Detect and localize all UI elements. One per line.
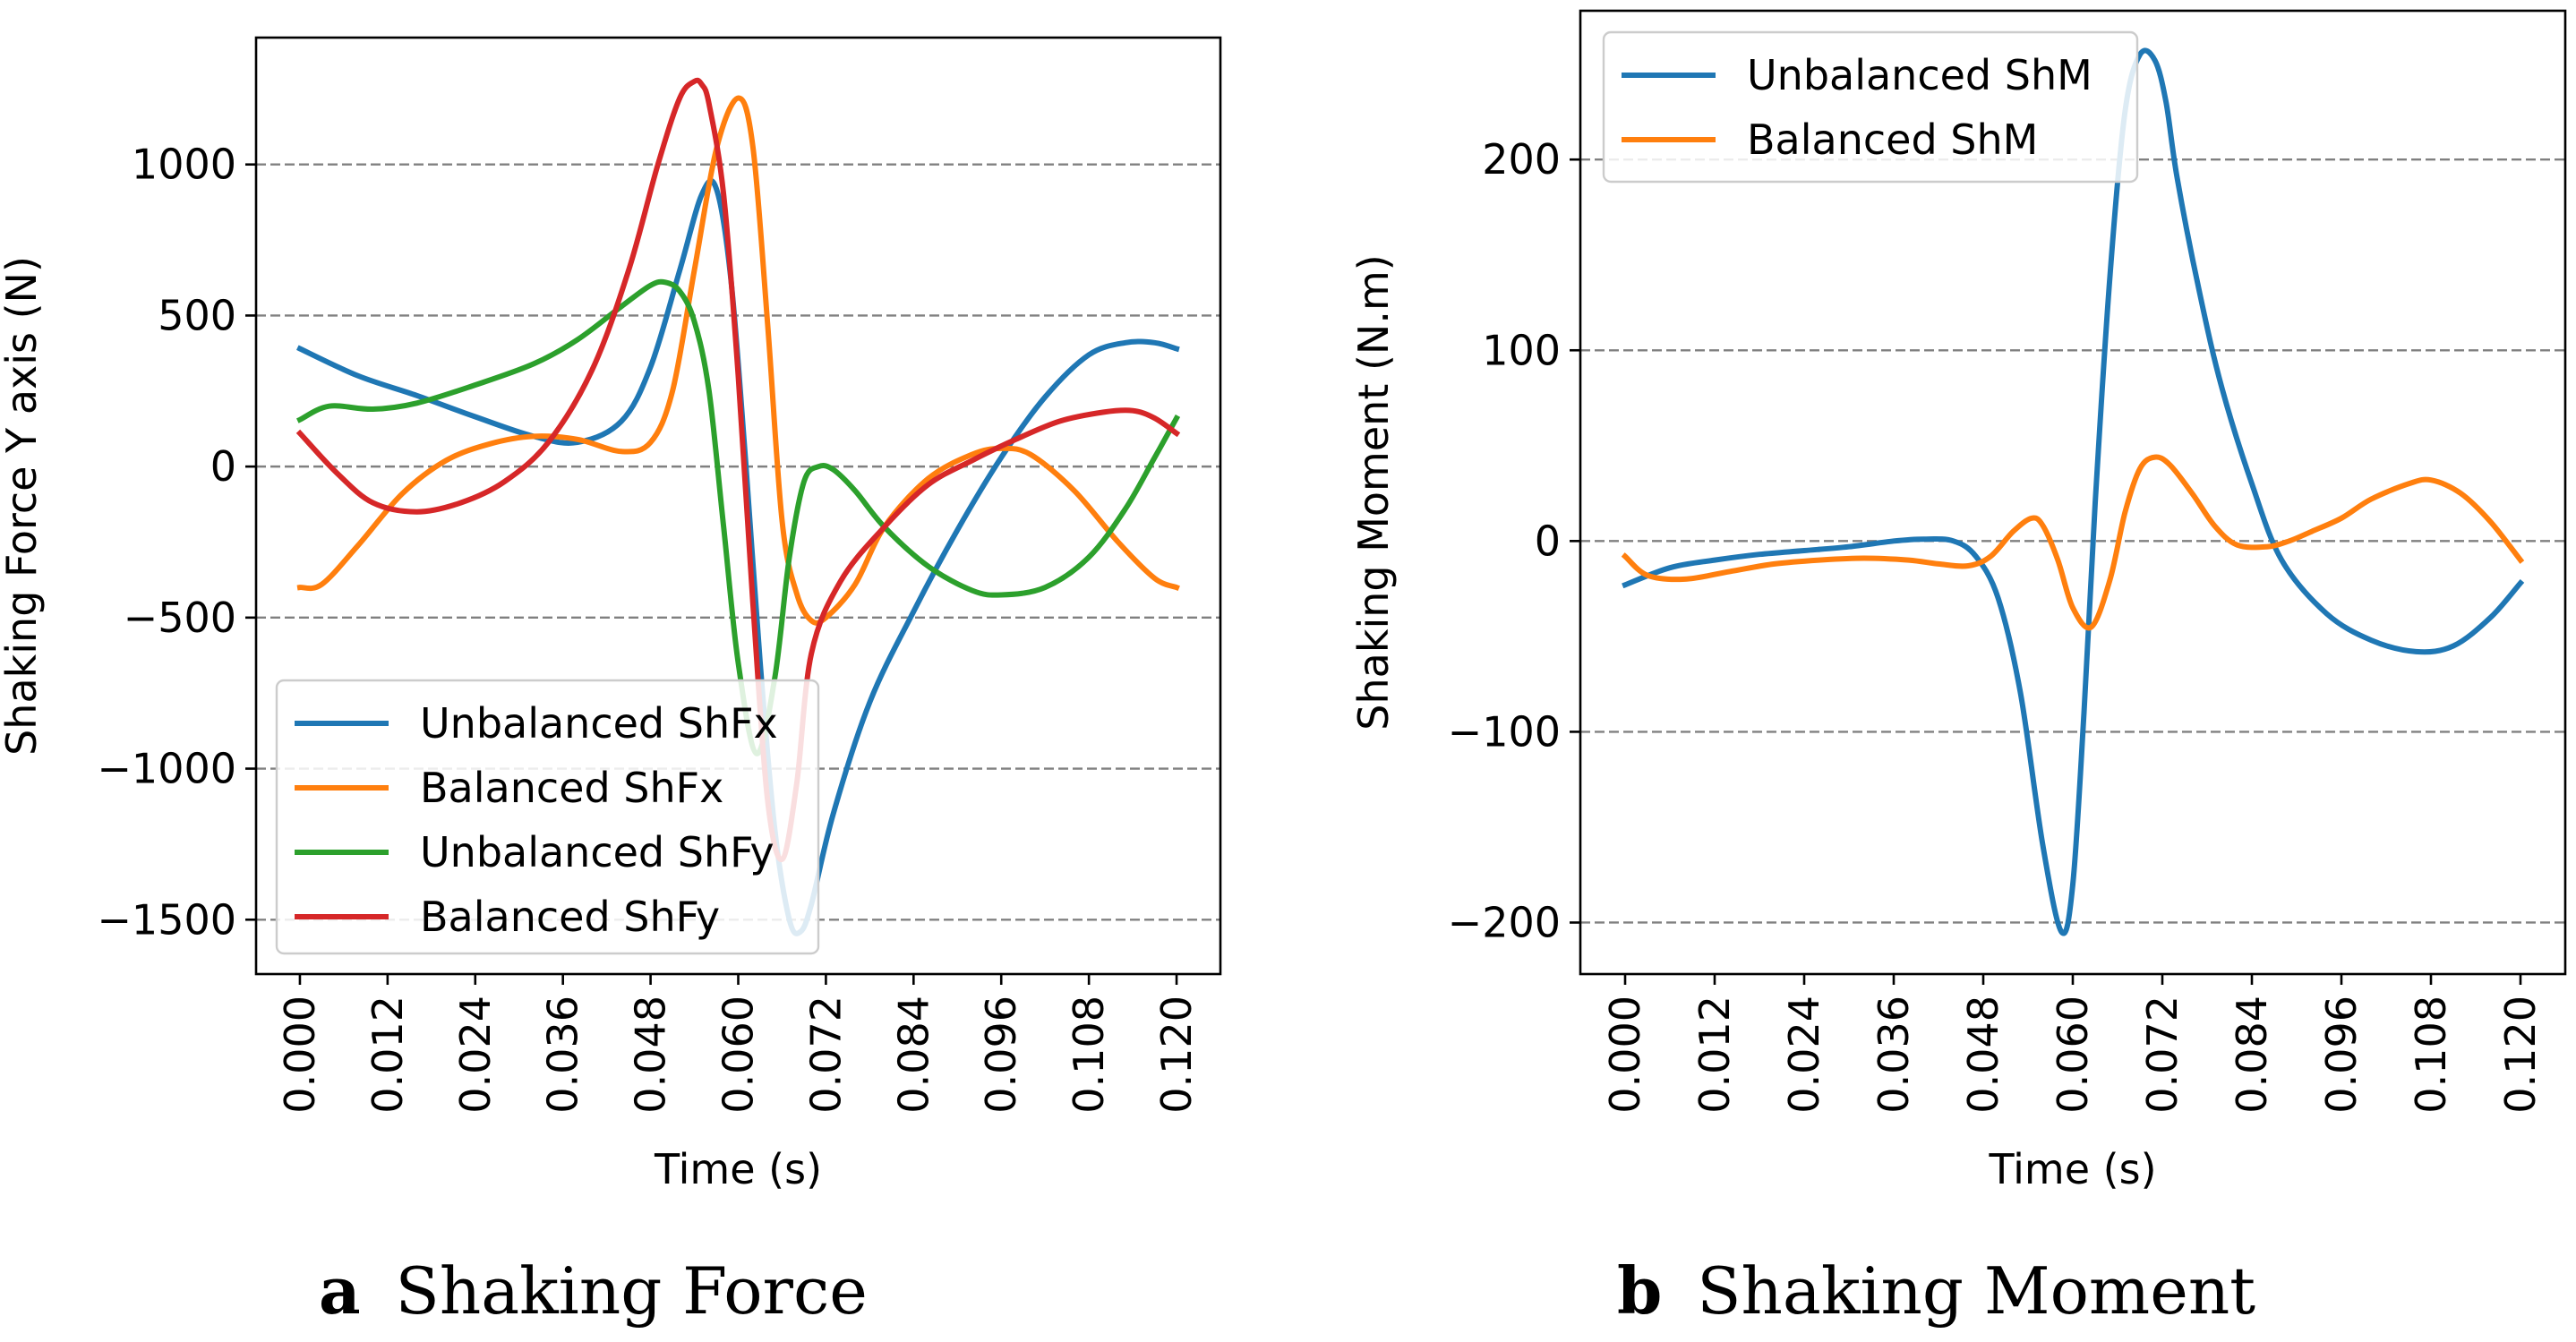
y-tick-label: −100 xyxy=(1448,707,1561,756)
x-tick-label: 0.072 xyxy=(801,996,850,1114)
y-axis-label: Shaking Moment (N.m) xyxy=(1349,254,1398,730)
x-tick-label: 0.012 xyxy=(1690,996,1739,1114)
x-tick-label: 0.048 xyxy=(1959,996,2007,1114)
shaking-force-chart: −1500 −1000 −500 0 500 1000 0.000 0.012 0.024 0.0… xyxy=(0,36,1222,1193)
y-tick-label: 1000 xyxy=(132,141,236,189)
x-tick-label: 0.012 xyxy=(364,996,412,1114)
x-axis-label: Time (s) xyxy=(1988,1145,2156,1193)
x-tick-label: 0.120 xyxy=(1152,996,1201,1114)
x-tick-label: 0.084 xyxy=(889,996,937,1114)
y-tick-label: 500 xyxy=(158,291,236,339)
caption-a-text: Shaking Force xyxy=(396,1253,868,1329)
x-tick-label: 0.036 xyxy=(539,996,587,1114)
x-tick-label: 0.024 xyxy=(451,996,500,1114)
y-tick-label: 200 xyxy=(1482,135,1561,184)
legend-label: Balanced ShM xyxy=(1747,115,2038,164)
y-tick-label: −200 xyxy=(1448,898,1561,946)
y-tick-label: −1500 xyxy=(97,895,236,944)
caption-b-text: Shaking Moment xyxy=(1697,1253,2255,1329)
x-tick-label: 0.120 xyxy=(2496,996,2545,1114)
x-tick-label: 0.060 xyxy=(715,996,763,1114)
x-axis-label: Time (s) xyxy=(654,1145,822,1193)
x-tick-label: 0.060 xyxy=(2049,996,2097,1114)
x-tick-label: 0.084 xyxy=(2228,996,2276,1114)
legend-label: Balanced ShFx xyxy=(420,764,723,812)
x-tick-label: 0.036 xyxy=(1870,996,1918,1114)
y-tick-label: 0 xyxy=(1535,517,1561,565)
legend-label: Unbalanced ShFy xyxy=(420,828,775,876)
legend: Unbalanced ShM Balanced ShM xyxy=(1602,30,2139,184)
shaking-moment-chart: −200 −100 0 100 200 0.000 0.012 0.024 0.036 0.048… xyxy=(1349,9,2567,1193)
caption-a-letter: a xyxy=(319,1252,361,1329)
y-tick-label: −500 xyxy=(124,594,236,642)
x-tick-label: 0.024 xyxy=(1780,996,1828,1114)
x-tick-label: 0.096 xyxy=(2317,996,2366,1114)
y-tick-label: 0 xyxy=(210,442,236,491)
x-tick-label: 0.048 xyxy=(627,996,675,1114)
legend-label: Unbalanced ShFx xyxy=(420,699,778,748)
y-tick-label: 100 xyxy=(1482,326,1561,374)
caption-a: a Shaking Force xyxy=(319,1252,868,1329)
legend: Unbalanced ShFx Balanced ShFx Unbalanced S… xyxy=(275,679,820,955)
x-tick-label: 0.108 xyxy=(2407,996,2455,1114)
legend-label: Unbalanced ShM xyxy=(1747,51,2092,99)
y-axis-label: Shaking Force Y axis (N) xyxy=(0,256,46,756)
x-tick-label: 0.000 xyxy=(1601,996,1649,1114)
x-tick-label: 0.000 xyxy=(276,996,324,1114)
y-tick-label: −1000 xyxy=(97,745,236,793)
x-tick-label: 0.108 xyxy=(1065,996,1113,1114)
legend-box xyxy=(275,679,820,955)
legend-label: Balanced ShFy xyxy=(420,893,720,941)
series-line-balanced-shm xyxy=(1621,454,2525,631)
x-tick-label: 0.072 xyxy=(2138,996,2187,1114)
legend-box xyxy=(1602,30,2139,184)
caption-b: b Shaking Moment xyxy=(1617,1252,2255,1329)
x-tick-label: 0.096 xyxy=(977,996,1025,1114)
caption-b-letter: b xyxy=(1617,1252,1662,1329)
series-line-balanced-shfy xyxy=(295,77,1181,862)
series-line-unbalanced-shm xyxy=(1622,47,2525,936)
